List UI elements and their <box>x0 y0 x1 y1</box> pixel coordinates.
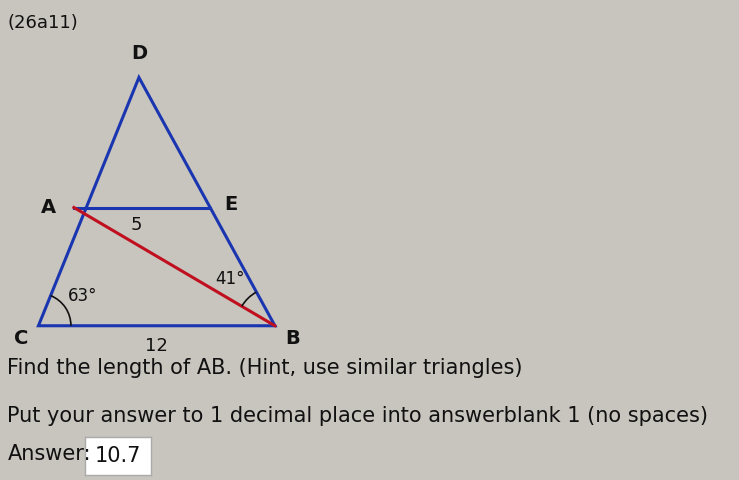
Text: D: D <box>131 44 147 63</box>
Text: Find the length of AB. (Hint, use similar triangles): Find the length of AB. (Hint, use simila… <box>7 358 523 378</box>
Text: E: E <box>225 195 238 214</box>
Text: 12: 12 <box>146 337 168 356</box>
Text: 41°: 41° <box>215 270 245 288</box>
Text: B: B <box>285 329 300 348</box>
Text: 10.7: 10.7 <box>95 446 141 466</box>
Text: (26a11): (26a11) <box>7 14 78 33</box>
Text: 5: 5 <box>130 216 142 234</box>
Text: Put your answer to 1 decimal place into answerblank 1 (no spaces): Put your answer to 1 decimal place into … <box>7 406 709 426</box>
Text: C: C <box>13 329 28 348</box>
Text: A: A <box>41 198 56 217</box>
Text: Answer:: Answer: <box>7 444 91 464</box>
Text: 63°: 63° <box>68 287 98 305</box>
